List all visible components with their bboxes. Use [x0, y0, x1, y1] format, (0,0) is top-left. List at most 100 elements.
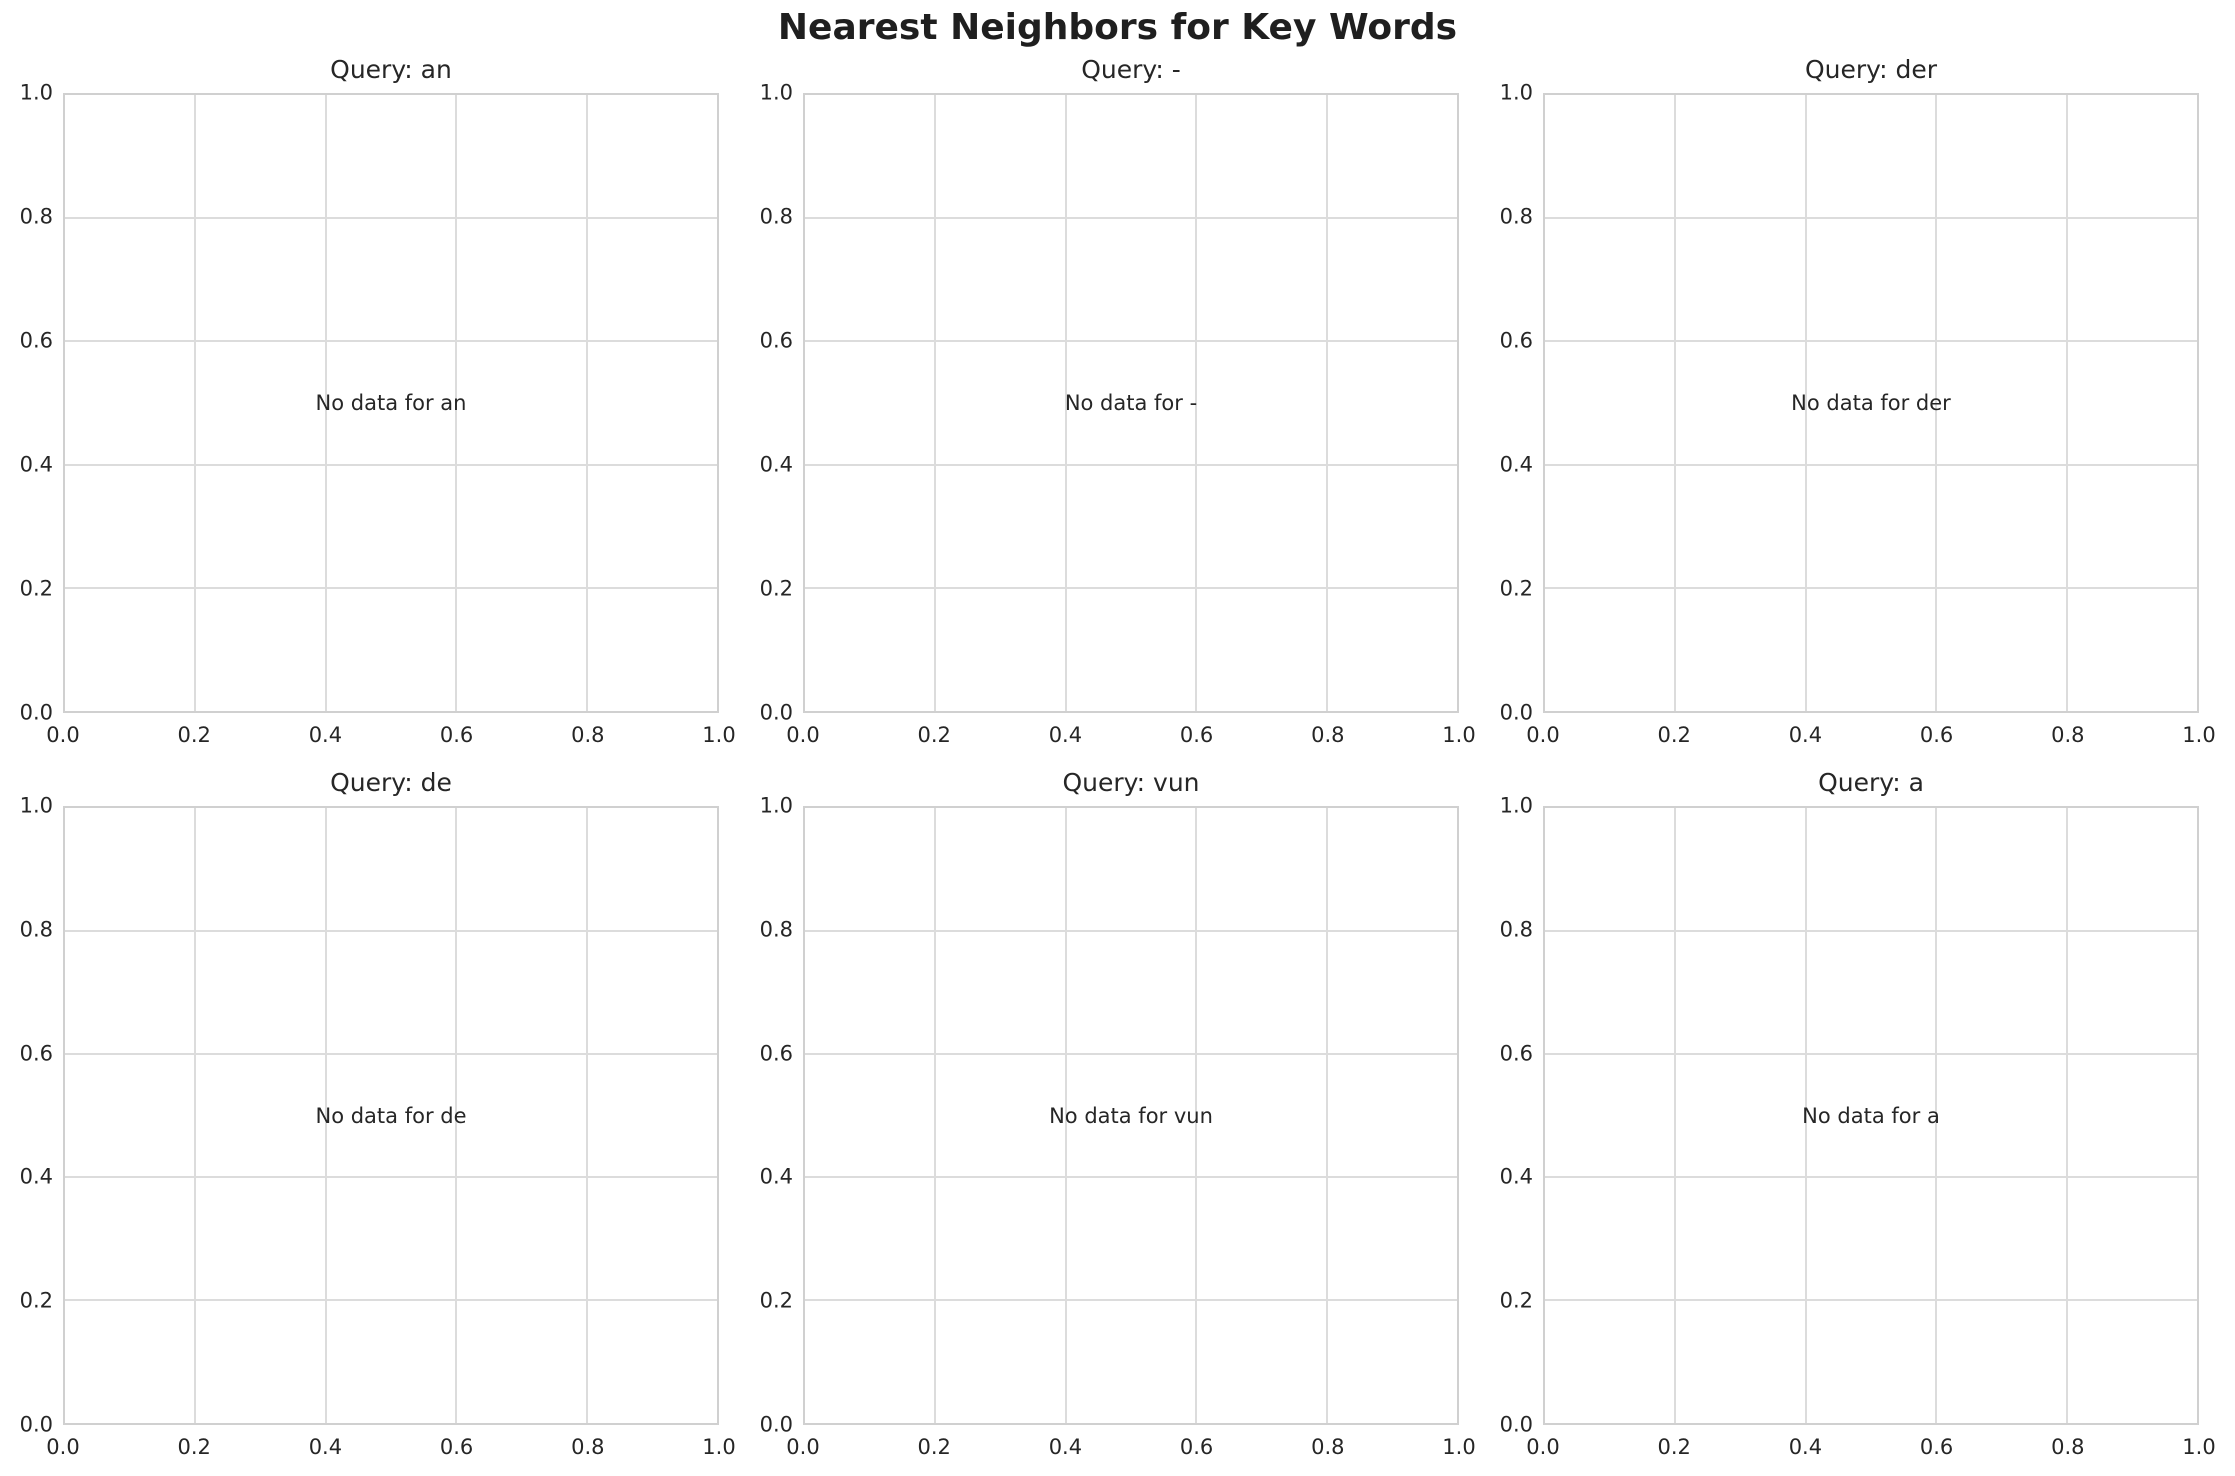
- x-tick-label: 0.0: [1526, 1435, 1560, 1459]
- y-tick-label: 0.2: [759, 576, 793, 601]
- y-tick-label: 0.8: [19, 917, 53, 942]
- no-data-annotation: No data for vun: [1049, 1103, 1213, 1128]
- x-tick-label: 0.2: [1657, 1435, 1691, 1459]
- x-tick-label: 1.0: [702, 723, 736, 747]
- grid-line-horizontal: [65, 930, 717, 932]
- y-tick-label: 0.4: [1499, 1164, 1533, 1189]
- y-tick-label: 1.0: [759, 80, 793, 105]
- y-tick-label: 0.0: [19, 700, 53, 725]
- y-tick-label: 0.0: [19, 1412, 53, 1437]
- x-tick-label: 0.8: [2051, 723, 2085, 747]
- no-data-annotation: No data for de: [315, 1103, 467, 1128]
- grid-line-horizontal: [805, 1053, 1457, 1055]
- grid-line-vertical: [1195, 808, 1198, 1423]
- x-tick-label: 1.0: [1442, 723, 1476, 747]
- x-tick-label: 0.4: [1048, 1435, 1083, 1459]
- y-tick-label: 0.6: [759, 1041, 793, 1066]
- grid-line-vertical: [585, 808, 588, 1423]
- grid-line-vertical: [2065, 808, 2068, 1423]
- grid-line-vertical: [2065, 95, 2068, 711]
- x-tick-label: 0.2: [917, 1435, 951, 1459]
- x-tick-label: 0.6: [1179, 723, 1214, 747]
- y-tick-label: 0.6: [1499, 1041, 1533, 1066]
- grid-line-vertical: [1325, 95, 1328, 711]
- subplot-title: Query: an: [330, 55, 452, 84]
- grid-line-vertical: [585, 95, 588, 711]
- x-tick-label: 0.4: [308, 723, 343, 747]
- x-tick-label: 0.4: [1048, 723, 1083, 747]
- y-tick-label: 1.0: [19, 80, 53, 105]
- subplot-title: Query: der: [1804, 55, 1938, 84]
- y-tick-label: 0.8: [1499, 204, 1533, 229]
- x-tick-label: 0.8: [2051, 1435, 2085, 1459]
- no-data-annotation: No data for an: [315, 391, 467, 415]
- grid-line-horizontal: [65, 586, 717, 589]
- x-tick-label: 1.0: [702, 1435, 736, 1459]
- axes-area: No data for de: [63, 806, 719, 1425]
- grid-line-horizontal: [1545, 1176, 2197, 1178]
- subplot-title: Query: a: [1818, 768, 1924, 797]
- x-tick-label: 0.2: [177, 1435, 211, 1459]
- y-tick-label: 0.4: [1499, 452, 1533, 477]
- x-tick-label: 0.6: [439, 1435, 474, 1459]
- grid-line-vertical: [1064, 808, 1067, 1423]
- y-tick-label: 0.4: [759, 1164, 793, 1189]
- grid-line-horizontal: [805, 217, 1457, 220]
- y-tick-label: 0.2: [1499, 1288, 1533, 1313]
- x-tick-label: 0.4: [1788, 723, 1823, 747]
- y-tick-label: 1.0: [759, 793, 793, 818]
- grid-line-horizontal: [65, 1299, 717, 1301]
- grid-line-horizontal: [65, 1176, 717, 1178]
- grid-line-horizontal: [805, 586, 1457, 589]
- grid-line-vertical: [1935, 95, 1938, 711]
- grid-line-horizontal: [1545, 1299, 2197, 1301]
- grid-line-horizontal: [1545, 1053, 2197, 1055]
- y-tick-label: 0.4: [19, 1164, 53, 1189]
- y-tick-label: 1.0: [19, 793, 53, 818]
- grid-line-horizontal: [1545, 586, 2197, 589]
- x-tick-label: 0.4: [308, 1435, 343, 1459]
- grid-line-vertical: [1195, 95, 1198, 711]
- y-tick-label: 0.0: [759, 1412, 793, 1437]
- y-tick-label: 0.4: [19, 452, 53, 477]
- grid-line-horizontal: [805, 1176, 1457, 1178]
- grid-line-vertical: [1674, 95, 1677, 711]
- x-tick-label: 1.0: [2182, 1435, 2216, 1459]
- axes-area: No data for a: [1543, 806, 2199, 1425]
- x-tick-label: 0.2: [177, 723, 211, 747]
- grid-line-vertical: [455, 95, 458, 711]
- axes-area: No data for an: [63, 93, 719, 713]
- y-tick-label: 0.6: [759, 328, 793, 353]
- x-tick-label: 0.0: [786, 1435, 820, 1459]
- x-tick-label: 0.4: [1788, 1435, 1823, 1459]
- grid-line-vertical: [934, 95, 937, 711]
- grid-line-vertical: [455, 808, 458, 1423]
- no-data-annotation: No data for a: [1802, 1103, 1940, 1128]
- y-tick-label: 0.8: [19, 204, 53, 229]
- x-tick-label: 0.6: [1919, 1435, 1954, 1459]
- x-tick-label: 0.8: [1311, 1435, 1345, 1459]
- grid-line-horizontal: [805, 463, 1457, 466]
- y-tick-label: 0.2: [19, 1288, 53, 1313]
- grid-line-horizontal: [1545, 463, 2197, 466]
- grid-line-horizontal: [1545, 930, 2197, 932]
- axes-area: No data for -: [803, 93, 1459, 713]
- subplot-title: Query: de: [330, 768, 452, 797]
- grid-line-horizontal: [805, 340, 1457, 343]
- x-tick-label: 0.0: [46, 1435, 80, 1459]
- grid-line-vertical: [1935, 808, 1938, 1423]
- y-tick-label: 0.0: [759, 700, 793, 725]
- axes-area: No data for der: [1543, 93, 2199, 713]
- grid-line-vertical: [934, 808, 937, 1423]
- figure-title: Nearest Neighbors for Key Words: [777, 7, 1458, 48]
- grid-line-vertical: [1674, 808, 1677, 1423]
- grid-line-horizontal: [805, 930, 1457, 932]
- x-tick-label: 0.8: [571, 723, 605, 747]
- y-tick-label: 1.0: [1499, 80, 1533, 105]
- y-tick-label: 1.0: [1499, 793, 1533, 818]
- x-tick-label: 1.0: [2182, 723, 2216, 747]
- y-tick-label: 0.6: [19, 1041, 53, 1066]
- grid-line-vertical: [1325, 808, 1328, 1423]
- y-tick-label: 0.0: [1499, 1412, 1533, 1437]
